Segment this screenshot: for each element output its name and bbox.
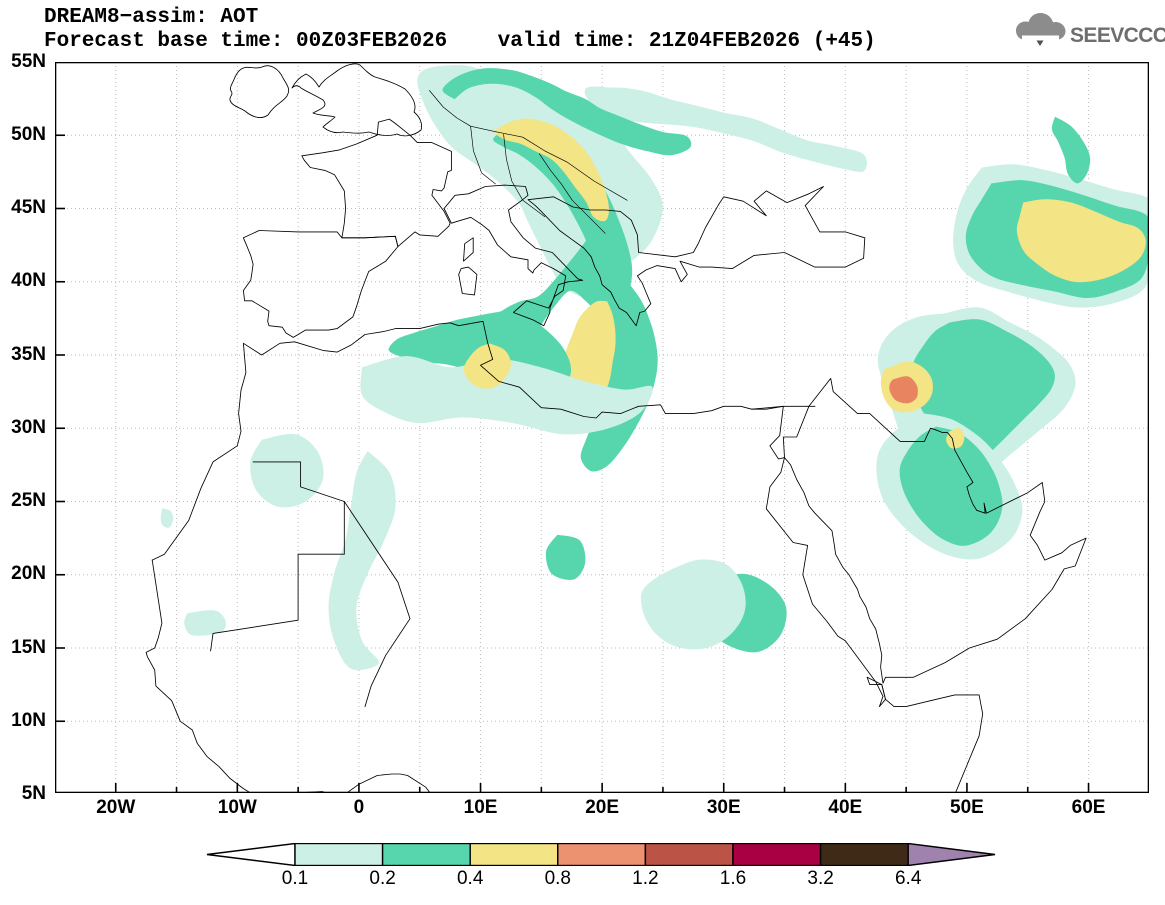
svg-text:SEEVCCC: SEEVCCC — [1070, 24, 1165, 47]
